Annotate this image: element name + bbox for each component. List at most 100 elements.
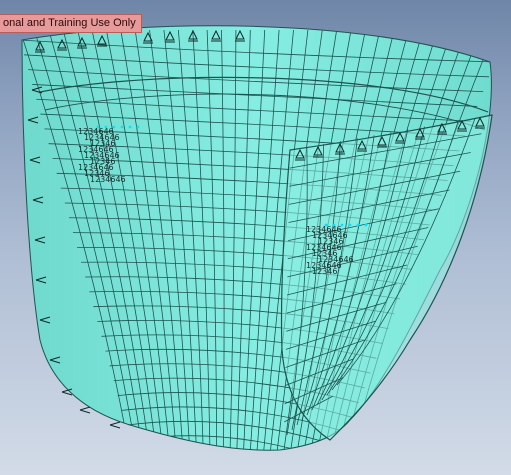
constraint-triangle-icon xyxy=(188,29,198,42)
node-label-text: 12346 xyxy=(318,237,343,246)
plate-mesh-line xyxy=(336,117,476,386)
mesh-ring-line xyxy=(24,54,490,78)
plate-mesh-line xyxy=(331,120,459,391)
node-marker xyxy=(340,223,344,227)
plate-mesh-line xyxy=(306,135,375,416)
plate-mesh-line xyxy=(286,302,386,332)
node-marker xyxy=(356,223,360,227)
plate-mesh-line xyxy=(286,283,397,314)
plate-mesh-line xyxy=(288,170,461,205)
constraint-triangle-icon xyxy=(295,148,305,161)
constraint-triangle-icon xyxy=(475,116,485,129)
plate-mesh-line xyxy=(296,141,341,426)
mesh-meridian-line xyxy=(134,29,184,451)
constraint-triangle-icon xyxy=(313,145,323,158)
plate-mesh-line xyxy=(284,395,333,423)
plate-mesh-line xyxy=(285,339,365,368)
constraint-arrow-icon xyxy=(31,86,43,94)
node-marker xyxy=(112,125,116,129)
mesh-ring-line xyxy=(36,98,472,122)
plate-mesh-line xyxy=(288,208,439,242)
deck-rim xyxy=(39,76,489,131)
mesh-meridian-line xyxy=(149,29,191,451)
constraint-arrow-icon xyxy=(27,116,39,124)
mesh-meridian-line xyxy=(256,29,294,451)
node-marker xyxy=(364,223,368,227)
constraint-triangle-icon xyxy=(211,29,221,42)
node-label-text: 1234646 xyxy=(84,151,120,160)
node-label-text: 1234646 xyxy=(78,163,114,172)
node-marker xyxy=(96,125,100,129)
mesh-meridian-line xyxy=(120,29,178,451)
plate-mesh-line xyxy=(289,152,471,187)
plate-mesh-line xyxy=(286,147,308,436)
license-banner: onal and Training Use Only xyxy=(0,14,142,33)
mesh-meridian-line xyxy=(242,29,266,451)
constraint-triangle-icon xyxy=(395,131,405,144)
mesh-ring-line xyxy=(32,84,478,107)
node-label-text: 1234646 xyxy=(78,145,114,154)
plate-mesh-line xyxy=(284,358,355,386)
plate-mesh-line xyxy=(287,227,429,260)
constraint-arrow-icon xyxy=(49,356,61,364)
boundary-constraint-markers xyxy=(27,29,485,429)
node-marker xyxy=(348,223,352,227)
constraint-triangle-icon xyxy=(235,29,245,42)
constraint-triangle-icon xyxy=(357,139,367,152)
mesh-meridian-line xyxy=(22,29,131,451)
constraint-triangle-icon xyxy=(97,34,107,47)
node-label-text: 1234646 xyxy=(90,175,126,184)
mesh-meridian-line xyxy=(229,29,237,451)
plate-mesh-line xyxy=(311,132,392,411)
left-node-label-cluster: 1234646123464612346123464612346461234612… xyxy=(78,125,140,184)
plate-mesh-line xyxy=(289,133,482,169)
plate-mesh-line xyxy=(321,126,426,401)
mesh-meridian-line xyxy=(221,29,225,451)
mesh-meridian-line xyxy=(163,29,198,451)
constraint-triangle-icon xyxy=(437,122,447,135)
constraint-triangle-icon xyxy=(457,119,467,132)
node-label-text: 12346 xyxy=(312,267,337,276)
plate-mesh-line xyxy=(284,377,344,405)
node-label-text: 1234646 xyxy=(78,127,114,136)
node-label-text: 1234646 xyxy=(318,255,354,264)
constraint-arrow-icon xyxy=(35,276,47,284)
constraint-arrow-icon xyxy=(29,156,41,164)
constraint-arrow-icon xyxy=(39,316,51,324)
mesh-meridian-line xyxy=(48,29,144,451)
constraint-triangle-icon xyxy=(415,127,425,140)
node-label-text: 12346 xyxy=(90,139,115,148)
constraint-triangle-icon xyxy=(377,135,387,148)
constraint-arrow-icon xyxy=(61,388,73,396)
mesh-meridian-line xyxy=(206,29,218,451)
mesh-meridian-line xyxy=(249,29,280,451)
cutaway-plate xyxy=(280,114,493,441)
constraint-triangle-icon xyxy=(77,36,87,49)
mesh-meridian-line xyxy=(177,29,204,451)
node-label-text: 1234646 xyxy=(306,225,342,234)
node-marker xyxy=(332,223,336,227)
node-label-text: 12346 xyxy=(84,169,109,178)
plate-mesh-line xyxy=(316,129,409,406)
plate-mesh-line xyxy=(301,138,358,421)
constraint-triangle-icon xyxy=(143,31,153,44)
node-marker xyxy=(128,125,132,129)
node-marker xyxy=(120,125,124,129)
plate-mesh-line xyxy=(326,123,442,396)
mesh-meridian-line xyxy=(34,29,138,451)
constraint-arrow-icon xyxy=(109,421,121,429)
node-label-text: 1234646 xyxy=(306,243,342,252)
constraint-triangle-icon xyxy=(35,40,45,53)
right-node-label-cluster: 1234646123464612346123464612346123464612… xyxy=(306,223,368,276)
mesh-meridian-line xyxy=(62,29,151,451)
constraint-triangle-icon xyxy=(57,38,67,51)
mesh-meridian-line xyxy=(105,29,171,451)
plate-mesh-line xyxy=(288,189,450,223)
mesh-meridian-line xyxy=(192,29,211,451)
node-marker xyxy=(104,125,108,129)
node-label-text: 1234646 xyxy=(84,133,120,142)
node-marker xyxy=(136,125,140,129)
plate-mesh-line xyxy=(285,320,376,350)
